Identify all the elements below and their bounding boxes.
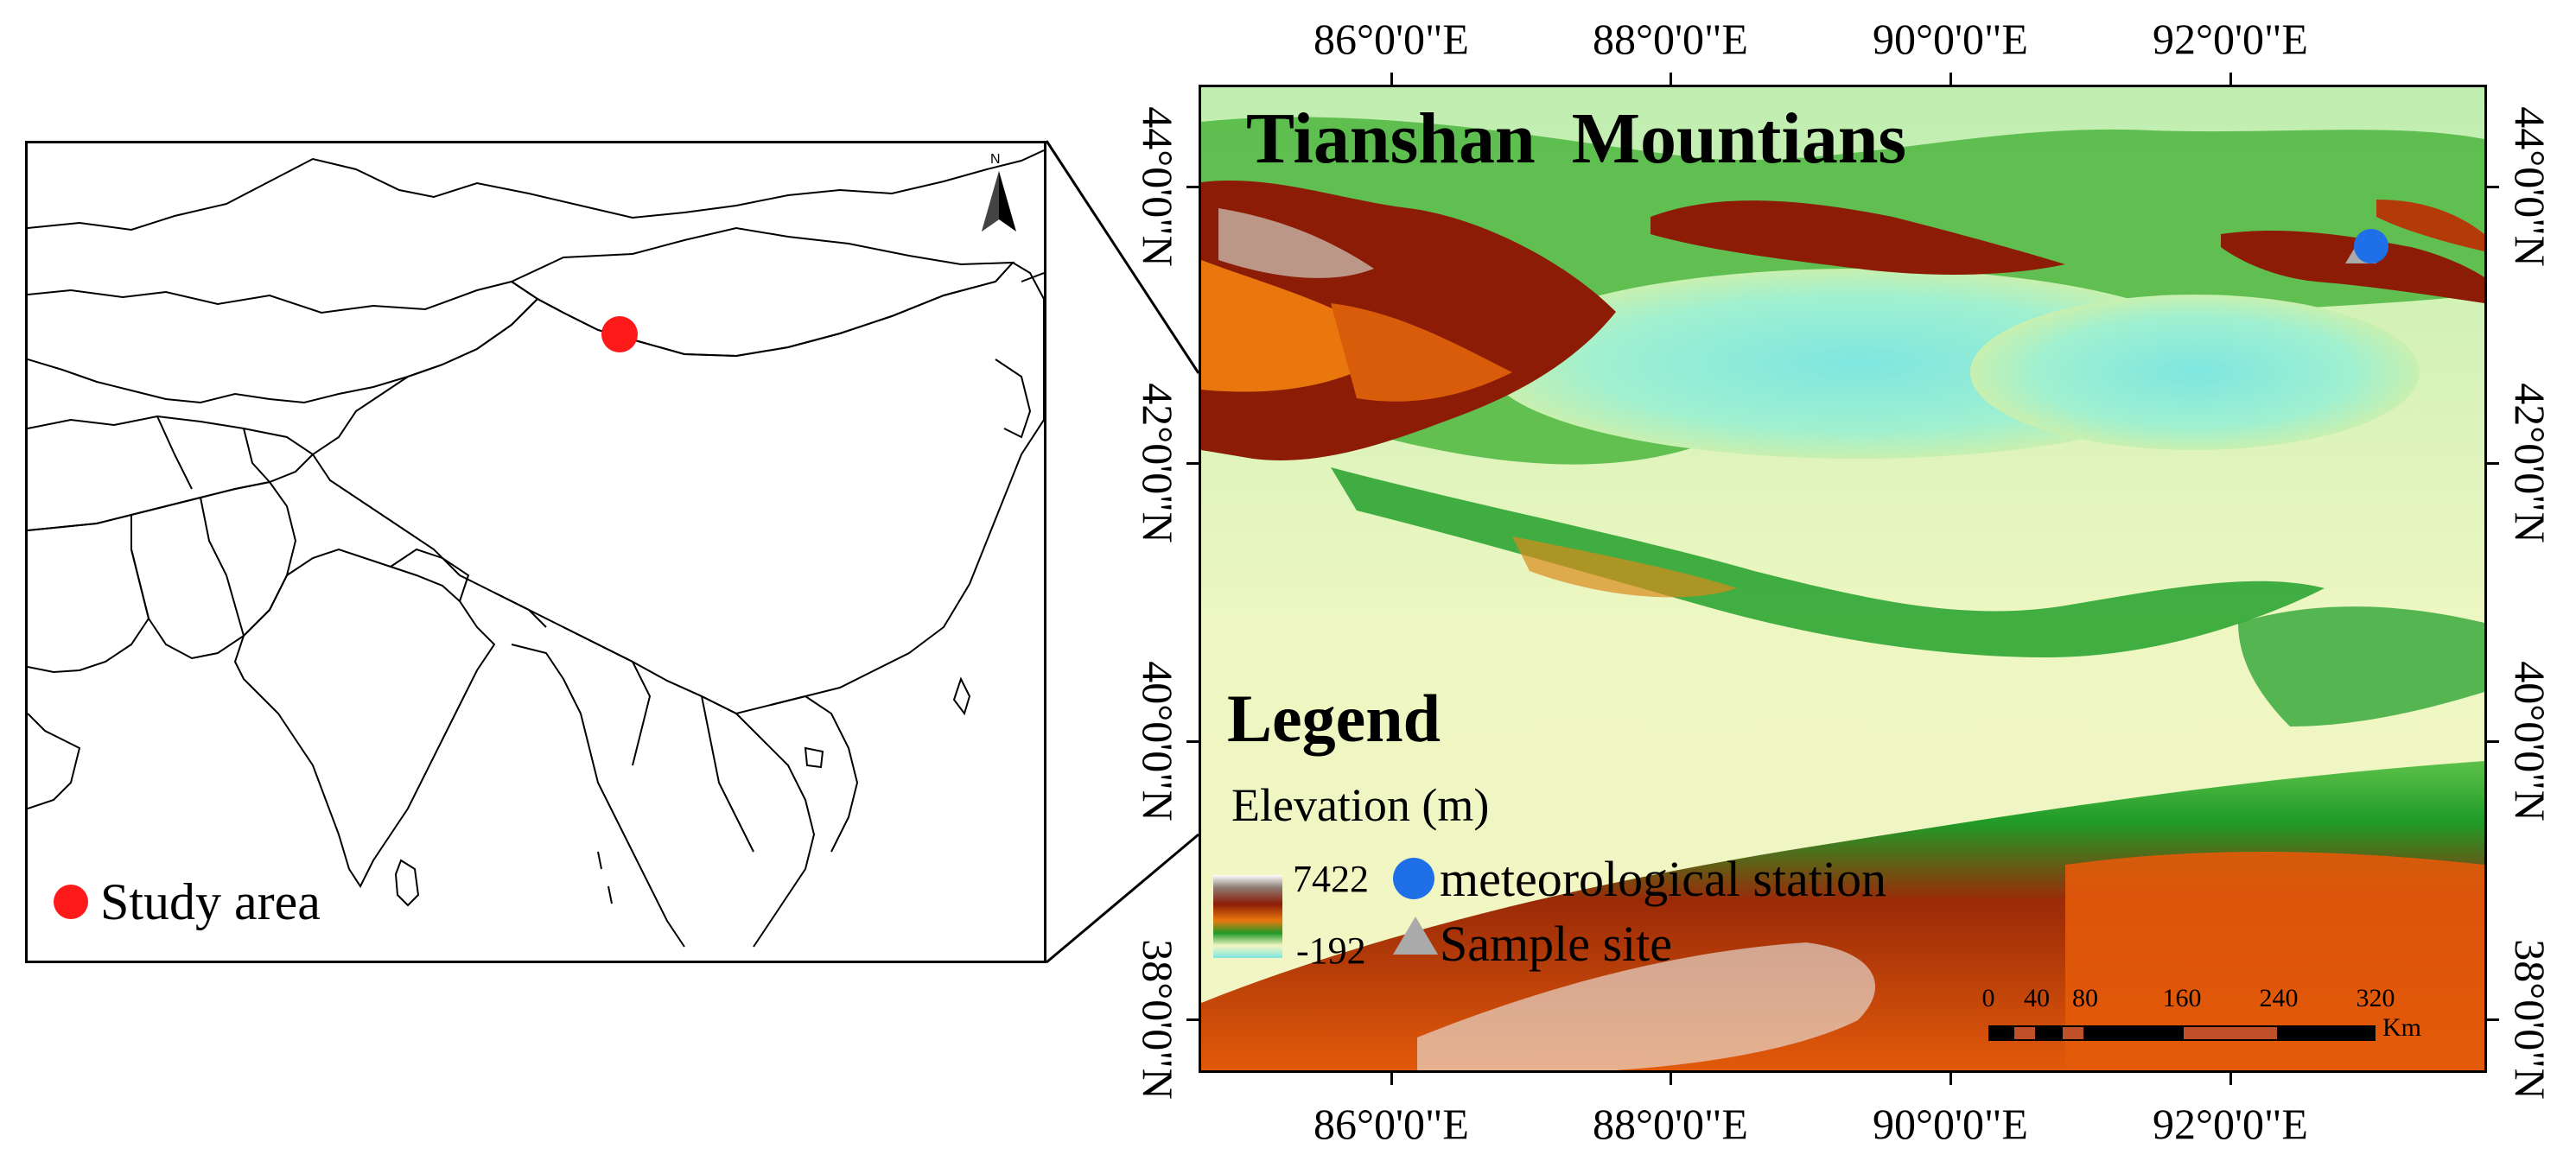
inset-overview-map: N Study area	[25, 141, 1046, 963]
lon-label-bottom-90: 90°0'0"E	[1873, 1100, 2028, 1148]
lat-label-left-42: 42°0'0"N	[1134, 383, 1182, 543]
country-boundaries	[28, 149, 1044, 948]
lat-label-left-40: 40°0'0"N	[1134, 661, 1182, 822]
lon-label-top-92: 92°0'0"E	[2153, 15, 2308, 63]
tick-right-40	[2487, 740, 2499, 743]
lon-label-bottom-92: 92°0'0"E	[2153, 1100, 2308, 1148]
elevation-color-ramp	[1213, 875, 1282, 958]
lat-label-right-44: 44°0'0"N	[2506, 106, 2554, 267]
scale-segment-1	[1988, 1025, 2013, 1041]
elevation-raster	[1201, 87, 2484, 1070]
tick-bottom-86	[1390, 1073, 1393, 1085]
study-area-legend-dot	[54, 885, 88, 919]
tick-bottom-90	[1949, 1073, 1952, 1085]
tick-left-44	[1186, 186, 1199, 188]
scale-bar: 0 40 80 160 240 320 Km	[1981, 984, 2433, 1055]
tick-right-38	[2487, 1018, 2499, 1021]
tick-top-88	[1670, 73, 1672, 85]
tick-top-86	[1390, 73, 1393, 85]
elevation-max-label: 7422	[1293, 858, 1369, 900]
elevation-legend-title: Elevation (m)	[1231, 779, 1490, 831]
lat-label-right-38: 38°0'0"N	[2506, 939, 2554, 1100]
lat-label-left-44: 44°0'0"N	[1134, 106, 1182, 267]
main-elevation-map: Tianshan Mountians Legend Elevation (m) …	[1199, 85, 2487, 1073]
scale-label-40: 40	[2024, 984, 2050, 1012]
lon-label-bottom-86: 86°0'0"E	[1313, 1100, 1469, 1148]
tick-bottom-88	[1670, 1073, 1672, 1085]
study-area-marker	[601, 316, 638, 352]
scale-label-240: 240	[2259, 984, 2299, 1012]
lat-label-right-42: 42°0'0"N	[2506, 383, 2554, 543]
scale-segment-5	[2085, 1025, 2182, 1041]
lon-label-top-88: 88°0'0"E	[1593, 15, 1748, 63]
tick-bottom-92	[2229, 1073, 2232, 1085]
tick-left-40	[1186, 740, 1199, 743]
north-label: N	[990, 152, 1001, 167]
elevation-min-label: -192	[1296, 929, 1366, 972]
meteorological-station-marker	[2354, 229, 2388, 263]
scale-segment-2	[2013, 1025, 2037, 1041]
tick-right-44	[2487, 186, 2499, 188]
scale-segment-6	[2182, 1025, 2279, 1041]
scale-label-0: 0	[1981, 984, 1995, 1012]
lon-label-bottom-88: 88°0'0"E	[1593, 1100, 1748, 1148]
station-legend-label: meteorological station	[1440, 851, 1887, 907]
tick-top-90	[1949, 73, 1952, 85]
map-title: Tianshan Mountians	[1246, 98, 1907, 179]
sample-legend-label: Sample site	[1440, 916, 1673, 972]
lon-label-top-90: 90°0'0"E	[1873, 15, 2028, 63]
legend-title: Legend	[1227, 681, 1441, 756]
tick-left-38	[1186, 1018, 1199, 1021]
north-arrow-icon	[982, 171, 1016, 232]
tick-right-42	[2487, 462, 2499, 465]
study-area-legend: Study area	[54, 876, 321, 928]
north-arrow: N	[982, 152, 1016, 232]
tick-top-92	[2229, 73, 2232, 85]
scale-label-80: 80	[2072, 984, 2098, 1012]
sample-legend-symbol	[1393, 917, 1438, 955]
lat-label-right-40: 40°0'0"N	[2506, 661, 2554, 822]
scale-unit-label: Km	[2382, 1013, 2421, 1042]
lat-label-left-38: 38°0'0"N	[1134, 939, 1182, 1100]
study-area-label: Study area	[100, 873, 321, 930]
scale-label-320: 320	[2356, 984, 2395, 1012]
scale-segment-4	[2061, 1025, 2085, 1041]
station-legend-symbol	[1393, 858, 1434, 899]
scale-segment-3	[2037, 1025, 2061, 1041]
lon-label-top-86: 86°0'0"E	[1313, 15, 1469, 63]
scale-segment-7	[2279, 1025, 2376, 1041]
tick-left-42	[1186, 462, 1199, 465]
scale-label-160: 160	[2162, 984, 2202, 1012]
